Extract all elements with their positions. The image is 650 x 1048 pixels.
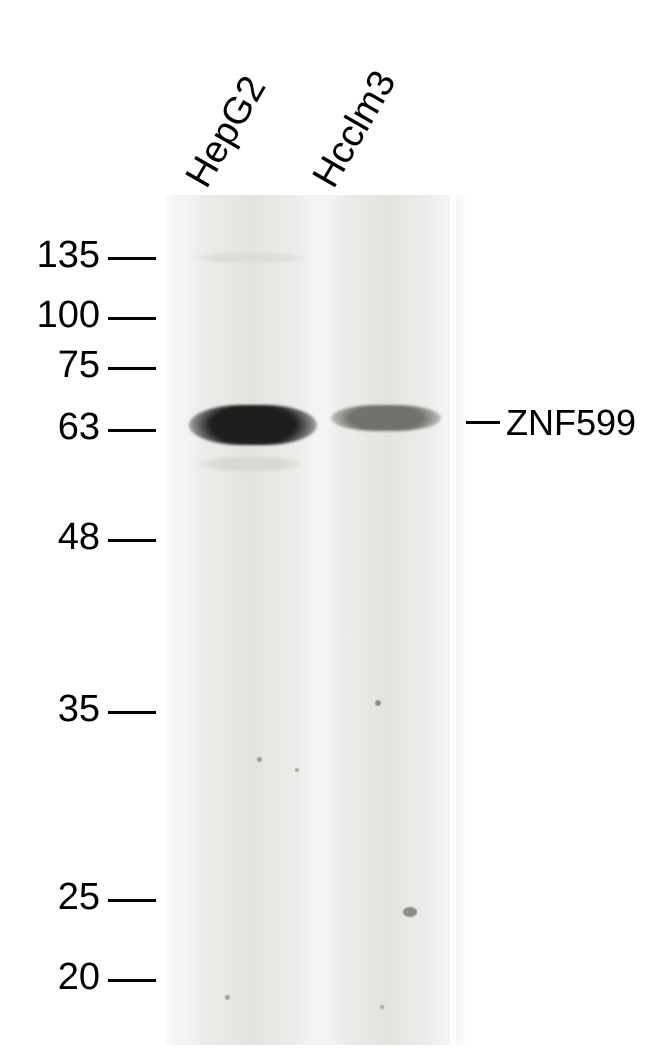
band <box>331 405 441 431</box>
mw-marker-label: 20 <box>58 956 100 999</box>
mw-marker-tick <box>108 711 156 714</box>
mw-marker-label: 100 <box>37 294 100 337</box>
lane-2 <box>325 195 445 1045</box>
mw-marker-label: 35 <box>58 688 100 731</box>
lane-label: Hcclm3 <box>305 64 406 195</box>
blot-membrane <box>165 195 465 1045</box>
western-blot-figure: 135 100 75 63 48 35 25 20 HepG2 Hcclm3 ZNF599 <box>0 0 650 1048</box>
mw-marker-label: 48 <box>58 516 100 559</box>
mw-marker-tick <box>108 317 156 320</box>
lane-label: HepG2 <box>178 69 275 195</box>
mw-marker-label: 63 <box>58 406 100 449</box>
protein-tick <box>466 421 500 424</box>
mw-marker-tick <box>108 429 156 432</box>
mw-marker-tick <box>108 257 156 260</box>
mw-marker-label: 135 <box>37 234 100 277</box>
artifact-speck <box>295 768 299 772</box>
lane-1 <box>185 195 315 1045</box>
mw-marker-tick <box>108 899 156 902</box>
artifact-speck <box>225 995 230 1000</box>
protein-name-label: ZNF599 <box>506 402 636 444</box>
artifact-speck <box>403 907 417 917</box>
artifact-speck <box>257 757 262 762</box>
mw-marker-tick <box>108 979 156 982</box>
mw-marker-label: 25 <box>58 876 100 919</box>
mw-marker-label: 75 <box>58 344 100 387</box>
mw-marker-tick <box>108 367 156 370</box>
band <box>189 405 317 445</box>
artifact-speck <box>380 1005 384 1009</box>
artifact-speck <box>375 700 381 706</box>
band <box>199 457 303 471</box>
mw-marker-tick <box>108 539 156 542</box>
lane-separator <box>450 195 456 1045</box>
band <box>195 253 305 263</box>
